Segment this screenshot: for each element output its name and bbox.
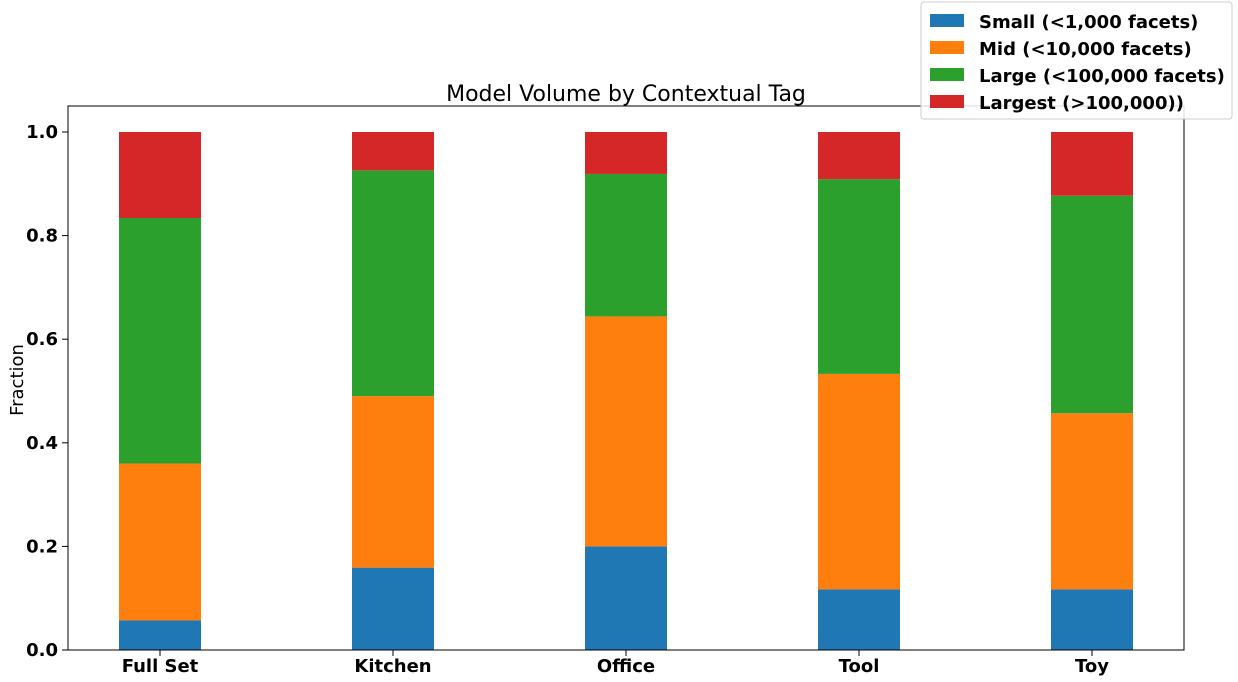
x-tick-label: Tool bbox=[839, 656, 880, 677]
bar-segment-toy-series-2 bbox=[1051, 413, 1133, 590]
legend-frame bbox=[920, 1, 1233, 120]
bar-segment-tool-series-3 bbox=[818, 179, 900, 374]
bar-segment-toy-series-1 bbox=[1051, 589, 1133, 650]
legend-swatch bbox=[930, 41, 964, 54]
legend-label: Small (<1,000 facets) bbox=[979, 12, 1198, 33]
bar-segment-office-series-3 bbox=[585, 173, 667, 317]
bar-segment-tool-series-4 bbox=[818, 132, 900, 180]
bar-segment-kitchen-series-2 bbox=[352, 396, 434, 568]
x-tick-label: Full Set bbox=[122, 656, 199, 677]
bar-segment-full-set-series-4 bbox=[119, 132, 201, 218]
y-tick-label: 0.6 bbox=[26, 329, 58, 350]
bar-segment-toy-series-3 bbox=[1051, 195, 1133, 414]
bar-segment-full-set-series-3 bbox=[119, 217, 201, 464]
legend-swatch bbox=[930, 95, 964, 108]
x-tick-label: Toy bbox=[1075, 656, 1109, 677]
bar-segment-office-series-4 bbox=[585, 132, 667, 174]
bar-segment-kitchen-series-4 bbox=[352, 132, 434, 171]
x-tick-label: Office bbox=[597, 656, 655, 677]
chart-title: Model Volume by Contextual Tag bbox=[446, 82, 806, 107]
bar-segment-kitchen-series-3 bbox=[352, 170, 434, 397]
y-tick-label: 0.2 bbox=[26, 536, 58, 557]
bar-segment-office-series-1 bbox=[585, 546, 667, 650]
y-tick-label: 1.0 bbox=[26, 122, 58, 143]
bar-segment-full-set-series-2 bbox=[119, 463, 201, 621]
legend-swatch bbox=[930, 68, 964, 81]
x-axis-ticks: Full Set Kitchen Office Tool Toy bbox=[122, 650, 1109, 677]
bars-layer bbox=[119, 132, 1133, 650]
bar-segment-tool-series-2 bbox=[818, 373, 900, 590]
y-axis-label: Fraction bbox=[7, 344, 28, 416]
y-tick-label: 0.8 bbox=[26, 226, 58, 247]
legend-label: Large (<100,000 facets) bbox=[979, 66, 1225, 87]
legend-label: Largest (>100,000)) bbox=[979, 93, 1184, 114]
y-tick-label: 0.4 bbox=[26, 433, 58, 454]
bar-segment-tool-series-1 bbox=[818, 589, 900, 650]
legend-label: Mid (<10,000 facets) bbox=[979, 39, 1192, 60]
bar-segment-office-series-2 bbox=[585, 316, 667, 547]
x-tick-label: Kitchen bbox=[354, 656, 431, 677]
legend-swatch bbox=[930, 14, 964, 27]
bar-segment-kitchen-series-1 bbox=[352, 567, 434, 650]
legend: Small (<1,000 facets) Mid (<10,000 facets… bbox=[920, 1, 1233, 120]
y-tick-label: 0.0 bbox=[26, 640, 58, 661]
bar-segment-full-set-series-1 bbox=[119, 620, 201, 650]
bar-segment-toy-series-4 bbox=[1051, 132, 1133, 196]
y-axis-ticks: 0.0 0.2 0.4 0.6 0.8 1.0 bbox=[26, 122, 68, 661]
